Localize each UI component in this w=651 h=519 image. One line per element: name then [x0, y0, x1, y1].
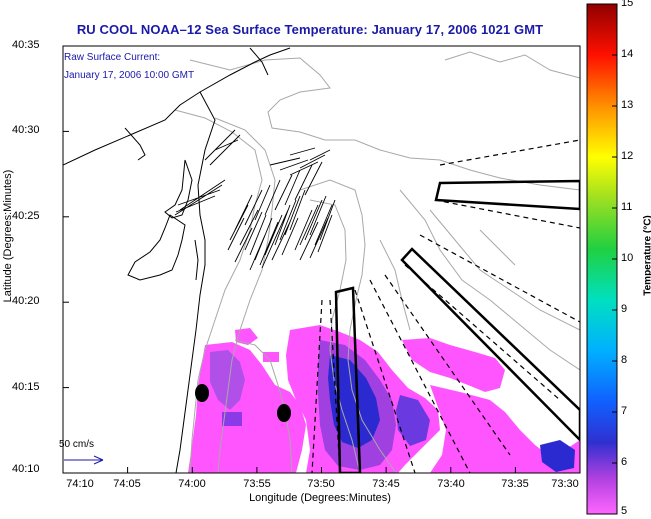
radar-coverage-lines: [311, 139, 580, 473]
colorbar-tick-label: 12: [621, 150, 634, 162]
y-tick-label: 40:20: [12, 295, 40, 307]
legend-line-1: Raw Surface Current:: [64, 52, 161, 63]
colorbar-tick-label: 5: [621, 505, 628, 517]
coastline: [63, 47, 291, 473]
x-tick-label: 73:30: [551, 478, 579, 490]
scale-label: 50 cm/s: [59, 439, 95, 450]
sst-field: [188, 325, 580, 473]
x-tick-label: 73:45: [372, 478, 400, 490]
colorbar-tick-label: 6: [621, 456, 628, 468]
x-tick-label: 74:00: [178, 478, 206, 490]
colorbar-label: Temperature (°C): [642, 215, 651, 296]
scale-arrow: [64, 455, 104, 465]
bathymetry-contours: [174, 51, 580, 473]
x-tick-label: 73:40: [437, 478, 465, 490]
y-ticks: [63, 45, 69, 474]
x-tick-label: 73:55: [243, 478, 271, 490]
x-axis-label: Longitude (Degrees:Minutes): [249, 492, 391, 504]
coverage-boxes: [334, 179, 580, 473]
colorbar-tick-label: 11: [621, 201, 633, 213]
y-tick-label: 40:10: [12, 463, 40, 475]
station-marker: [277, 404, 291, 422]
chart-title: RU COOL NOAA–12 Sea Surface Temperature:…: [76, 22, 544, 37]
colorbar-tick-label: 8: [621, 354, 628, 366]
y-axis-label: Latitude (Degrees:Minutes): [2, 169, 14, 303]
x-tick-label: 73:35: [501, 478, 529, 490]
y-tick-label: 40:30: [12, 124, 40, 136]
y-tick-label: 40:15: [12, 381, 40, 393]
x-tick-label: 74:10: [66, 478, 94, 490]
y-tick-label: 40:25: [12, 210, 40, 222]
colorbar-tick-label: 15: [621, 0, 634, 9]
x-ticks: [62, 467, 581, 473]
colorbar-tick-label: 9: [621, 303, 628, 315]
colorbar-tick-label: 14: [621, 48, 634, 60]
colorbar-tick-label: 7: [621, 405, 628, 417]
colorbar-tick-label: 10: [621, 252, 634, 264]
colorbar-ticks: [612, 3, 617, 515]
legend-line-2: January 17, 2006 10:00 GMT: [64, 70, 195, 81]
colorbar-tick-label: 13: [621, 99, 634, 111]
x-tick-label: 74:05: [113, 478, 141, 490]
x-tick-label: 73:50: [307, 478, 335, 490]
current-vectors: [174, 129, 336, 271]
station-marker: [195, 384, 209, 402]
y-tick-label: 40:35: [12, 39, 40, 51]
